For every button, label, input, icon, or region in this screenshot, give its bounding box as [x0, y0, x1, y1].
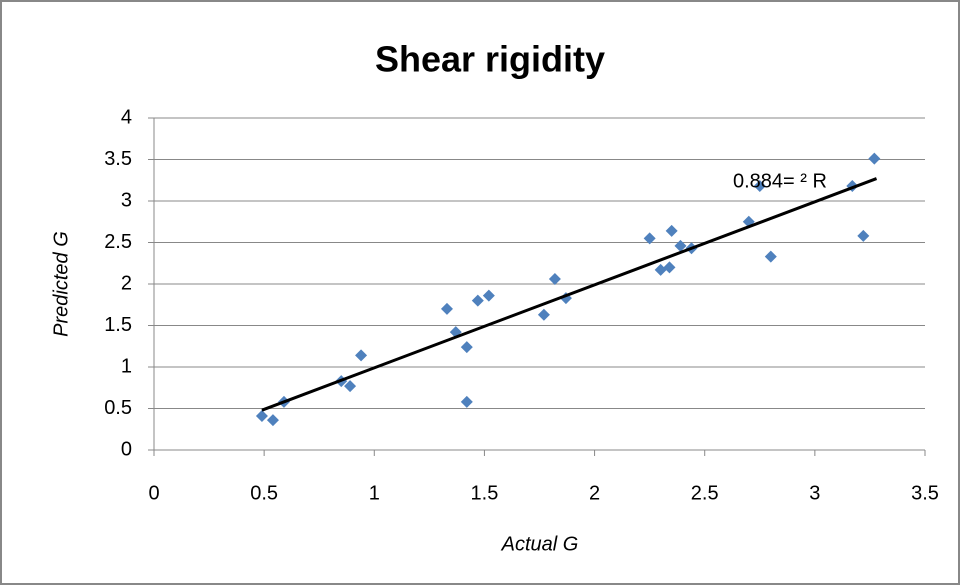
point [255, 409, 268, 422]
point [857, 229, 870, 242]
x-tick-label: 1 [369, 482, 380, 504]
x-tick-label: 0.5 [250, 482, 278, 504]
trendline [261, 177, 878, 412]
point [674, 239, 687, 252]
x-tick-label: 2 [589, 482, 600, 504]
point [471, 294, 484, 307]
y-tick-label: 3.5 [104, 148, 132, 170]
chart-title: Shear rigidity [375, 39, 605, 80]
point [663, 261, 676, 274]
point [482, 289, 495, 302]
x-tick-label: 0 [148, 482, 159, 504]
x-tick-label: 2.5 [691, 482, 719, 504]
x-axis-label: Actual G [501, 533, 579, 555]
x-tick-label: 3.5 [911, 482, 939, 504]
point [460, 395, 473, 408]
point [868, 152, 881, 165]
point [355, 349, 368, 362]
point [643, 232, 656, 245]
y-tick-label: 4 [121, 106, 132, 128]
point [764, 250, 777, 263]
point [753, 180, 766, 193]
point [654, 263, 667, 276]
x-tick-label: 3 [809, 482, 820, 504]
y-tick-label: 0 [121, 438, 132, 460]
y-tick-label: 1.5 [104, 314, 132, 336]
point [460, 341, 473, 354]
x-tick-label: 1.5 [471, 482, 499, 504]
point [266, 414, 279, 427]
point [344, 380, 357, 393]
point [665, 224, 678, 237]
point [537, 308, 550, 321]
point [548, 273, 561, 286]
y-tick-label: 1 [121, 355, 132, 377]
y-tick-label: 2 [121, 272, 132, 294]
annotation: 0.884= ² R [733, 170, 827, 192]
point [440, 302, 453, 315]
y-axis-label: Predicted G [50, 231, 72, 337]
y-tick-label: 0.5 [104, 397, 132, 419]
y-tick-label: 2.5 [104, 231, 132, 253]
y-tick-label: 3 [121, 189, 132, 211]
